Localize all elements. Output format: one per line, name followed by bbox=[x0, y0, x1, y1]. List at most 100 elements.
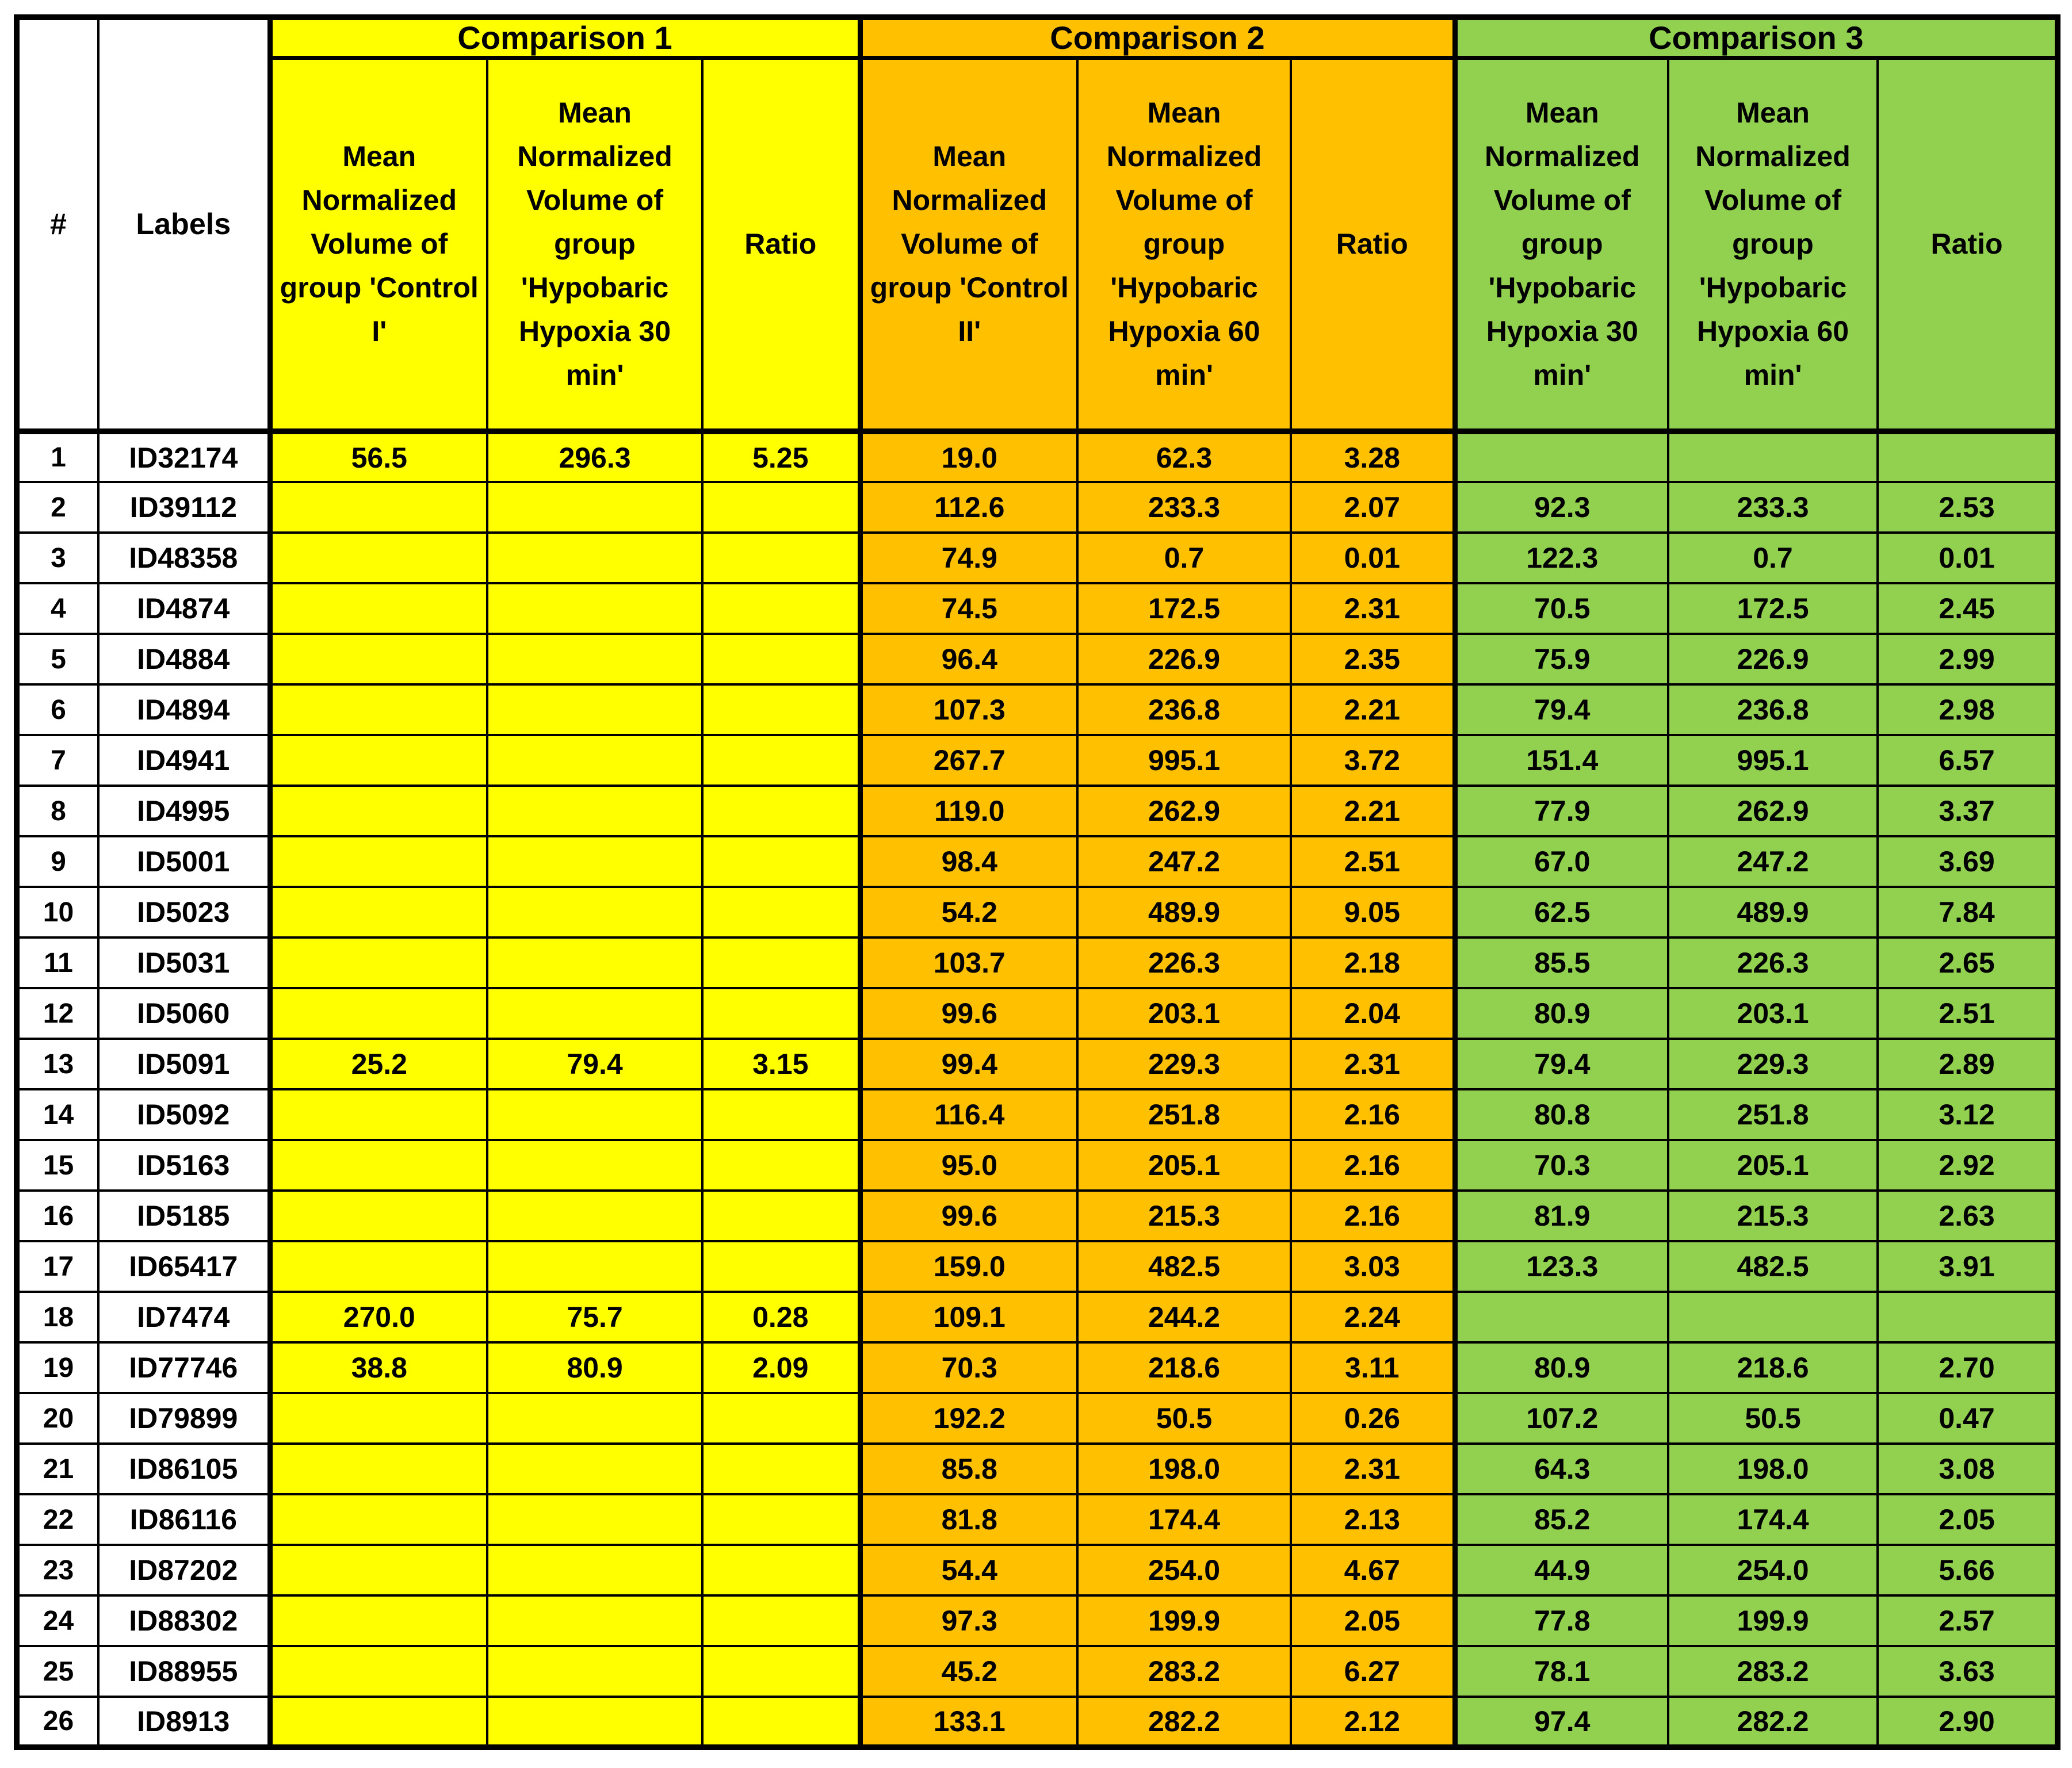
value-cell bbox=[486, 886, 704, 939]
value-cell: 2.07 bbox=[1290, 481, 1456, 534]
value-cell: 0.7 bbox=[1667, 531, 1879, 584]
value-cell: 3.03 bbox=[1290, 1240, 1456, 1293]
column-header-labels: Labels bbox=[97, 16, 271, 434]
value-cell: 244.2 bbox=[1076, 1291, 1292, 1344]
value-cell bbox=[267, 1493, 488, 1546]
value-cell: 98.4 bbox=[857, 835, 1079, 888]
row-number-cell: 23 bbox=[16, 1544, 100, 1597]
group-header-row: # Labels Comparison 1 Comparison 2 Compa… bbox=[16, 16, 2059, 434]
value-cell bbox=[486, 734, 704, 787]
value-cell: 192.2 bbox=[857, 1392, 1079, 1445]
value-cell bbox=[267, 1544, 488, 1597]
value-cell bbox=[701, 1594, 861, 1647]
table-row: 4 ID4874 74.5 172.5 2.31 70.5 172.5 2.45 bbox=[16, 582, 2059, 635]
value-cell: 482.5 bbox=[1667, 1240, 1879, 1293]
value-cell bbox=[701, 1189, 861, 1242]
value-cell bbox=[701, 633, 861, 686]
column-header-ratio-c2: Ratio bbox=[1290, 56, 1456, 434]
value-cell bbox=[486, 1442, 704, 1495]
value-cell: 0.47 bbox=[1876, 1392, 2059, 1445]
value-cell bbox=[486, 633, 704, 686]
value-cell: 0.7 bbox=[1076, 531, 1292, 584]
value-cell bbox=[1667, 430, 1879, 483]
value-cell: 96.4 bbox=[857, 633, 1079, 686]
row-number-cell: 8 bbox=[16, 784, 100, 837]
row-number-cell: 14 bbox=[16, 1088, 100, 1141]
value-cell: 85.8 bbox=[857, 1442, 1079, 1495]
row-label-cell: ID4874 bbox=[97, 582, 271, 635]
table-row: 17 ID65417 159.0 482.5 3.03 123.3 482.5 3.91 bbox=[16, 1240, 2059, 1293]
value-cell: 267.7 bbox=[857, 734, 1079, 787]
row-label-cell: ID5031 bbox=[97, 936, 271, 989]
table-body: 1 ID32174 56.5 296.3 5.25 19.0 62.3 3.28 2 ID3911… bbox=[16, 430, 2059, 1748]
value-cell: 233.3 bbox=[1667, 481, 1879, 534]
value-cell: 3.91 bbox=[1876, 1240, 2059, 1293]
table-row: 3 ID48358 74.9 0.7 0.01 122.3 0.7 0.01 bbox=[16, 531, 2059, 584]
value-cell: 254.0 bbox=[1667, 1544, 1879, 1597]
value-cell bbox=[1667, 1291, 1879, 1344]
value-cell: 67.0 bbox=[1452, 835, 1669, 888]
value-cell: 262.9 bbox=[1076, 784, 1292, 837]
value-cell: 99.6 bbox=[857, 1189, 1079, 1242]
value-cell bbox=[701, 481, 861, 534]
value-cell: 172.5 bbox=[1667, 582, 1879, 635]
row-label-cell: ID79899 bbox=[97, 1392, 271, 1445]
value-cell: 85.5 bbox=[1452, 936, 1669, 989]
row-label-cell: ID8913 bbox=[97, 1696, 271, 1748]
value-cell: 4.67 bbox=[1290, 1544, 1456, 1597]
value-cell bbox=[701, 1088, 861, 1141]
value-cell: 80.9 bbox=[1452, 987, 1669, 1040]
value-cell: 283.2 bbox=[1667, 1645, 1879, 1698]
value-cell: 3.37 bbox=[1876, 784, 2059, 837]
value-cell: 489.9 bbox=[1076, 886, 1292, 939]
value-cell: 2.18 bbox=[1290, 936, 1456, 989]
value-cell: 7.84 bbox=[1876, 886, 2059, 939]
value-cell: 203.1 bbox=[1076, 987, 1292, 1040]
value-cell: 2.35 bbox=[1290, 633, 1456, 686]
value-cell bbox=[267, 1594, 488, 1647]
value-cell: 251.8 bbox=[1667, 1088, 1879, 1141]
value-cell: 103.7 bbox=[857, 936, 1079, 989]
row-number-cell: 22 bbox=[16, 1493, 100, 1546]
value-cell: 3.72 bbox=[1290, 734, 1456, 787]
column-header-mean-hypoxia60-c2: Mean Normalized Volume of group 'Hypobar… bbox=[1076, 56, 1292, 434]
row-number-cell: 18 bbox=[16, 1291, 100, 1344]
row-label-cell: ID88955 bbox=[97, 1645, 271, 1698]
value-cell: 247.2 bbox=[1076, 835, 1292, 888]
value-cell: 199.9 bbox=[1667, 1594, 1879, 1647]
value-cell bbox=[701, 1392, 861, 1445]
value-cell bbox=[267, 987, 488, 1040]
value-cell bbox=[701, 1442, 861, 1495]
group-header-comparison-3: Comparison 3 bbox=[1452, 16, 2059, 60]
value-cell: 74.5 bbox=[857, 582, 1079, 635]
value-cell: 283.2 bbox=[1076, 1645, 1292, 1698]
row-number-cell: 17 bbox=[16, 1240, 100, 1293]
value-cell bbox=[267, 936, 488, 989]
value-cell: 218.6 bbox=[1667, 1341, 1879, 1394]
value-cell: 205.1 bbox=[1076, 1139, 1292, 1192]
value-cell bbox=[267, 1442, 488, 1495]
value-cell bbox=[486, 784, 704, 837]
table-row: 20 ID79899 192.2 50.5 0.26 107.2 50.5 0.47 bbox=[16, 1392, 2059, 1445]
value-cell: 198.0 bbox=[1667, 1442, 1879, 1495]
value-cell: 2.65 bbox=[1876, 936, 2059, 989]
value-cell bbox=[486, 1544, 704, 1597]
value-cell: 270.0 bbox=[267, 1291, 488, 1344]
value-cell: 215.3 bbox=[1076, 1189, 1292, 1242]
row-number-cell: 4 bbox=[16, 582, 100, 635]
row-label-cell: ID4884 bbox=[97, 633, 271, 686]
row-number-cell: 24 bbox=[16, 1594, 100, 1647]
row-number-cell: 7 bbox=[16, 734, 100, 787]
row-number-cell: 25 bbox=[16, 1645, 100, 1698]
table-row: 24 ID88302 97.3 199.9 2.05 77.8 199.9 2.57 bbox=[16, 1594, 2059, 1647]
column-header-ratio-c1: Ratio bbox=[701, 56, 861, 434]
value-cell: 226.9 bbox=[1076, 633, 1292, 686]
value-cell: 97.3 bbox=[857, 1594, 1079, 1647]
value-cell: 2.04 bbox=[1290, 987, 1456, 1040]
column-header-mean-hypoxia60-c3: Mean Normalized Volume of group 'Hypobar… bbox=[1667, 56, 1879, 434]
value-cell bbox=[267, 1139, 488, 1192]
value-cell: 174.4 bbox=[1667, 1493, 1879, 1546]
table-row: 7 ID4941 267.7 995.1 3.72 151.4 995.1 6.57 bbox=[16, 734, 2059, 787]
row-number-cell: 12 bbox=[16, 987, 100, 1040]
value-cell bbox=[486, 936, 704, 989]
